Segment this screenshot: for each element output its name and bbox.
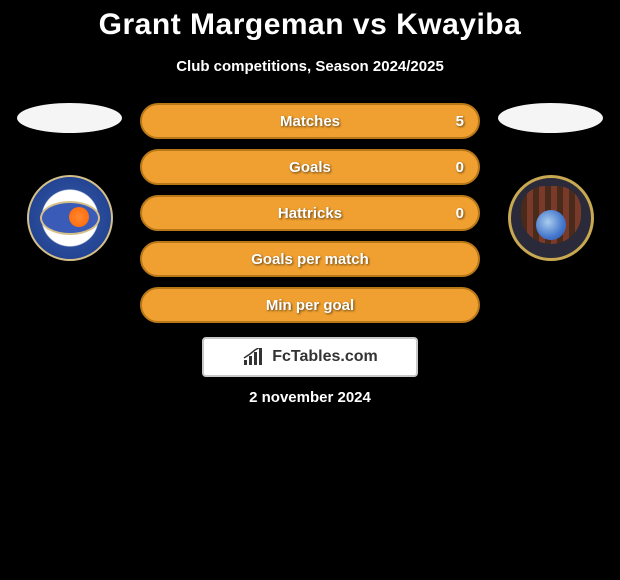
stat-bar-goals-per-match: Goals per match [140,241,480,277]
stat-label: Matches [280,113,340,130]
stat-bar-min-per-goal: Min per goal [140,287,480,323]
brand-text: FcTables.com [272,348,378,366]
stats-column: Matches 5 Goals 0 Hattricks 0 Goals per … [140,103,480,323]
comparison-card: Grant Margeman vs Kwayiba Club competiti… [0,0,620,406]
club-badge-left [27,175,113,261]
subtitle: Club competitions, Season 2024/2025 [0,58,620,75]
stat-label: Goals [289,159,331,176]
stat-bar-hattricks: Hattricks 0 [140,195,480,231]
stat-label: Goals per match [251,251,369,268]
player-right-column [498,103,603,261]
stat-right-value: 0 [456,159,464,176]
stat-bar-matches: Matches 5 [140,103,480,139]
date-text: 2 november 2024 [0,389,620,406]
player-left-column [17,103,122,261]
brand-box: FcTables.com [202,337,418,377]
page-title: Grant Margeman vs Kwayiba [0,8,620,42]
stat-label: Hattricks [278,205,342,222]
bar-chart-icon [242,348,266,366]
main-row: Matches 5 Goals 0 Hattricks 0 Goals per … [0,103,620,323]
stat-right-value: 0 [456,205,464,222]
stat-label: Min per goal [266,297,354,314]
stat-right-value: 5 [456,113,464,130]
club-badge-right [508,175,594,261]
stat-bar-goals: Goals 0 [140,149,480,185]
player-left-photo [17,103,122,133]
player-right-photo [498,103,603,133]
